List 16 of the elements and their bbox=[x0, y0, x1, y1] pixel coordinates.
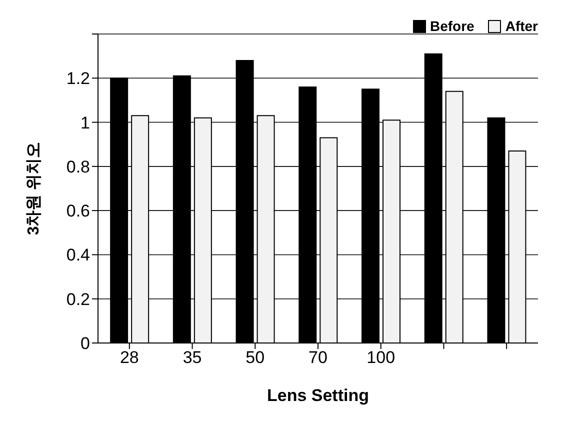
y-tick-label: 0.2 bbox=[66, 290, 90, 309]
x-tick-label: 70 bbox=[308, 348, 328, 368]
legend-label: After bbox=[505, 18, 538, 34]
y-tick-label: 1 bbox=[80, 113, 90, 132]
y-tick-label: 1.2 bbox=[66, 69, 90, 88]
y-axis-title: 3차원 위치오 bbox=[26, 142, 43, 236]
x-axis-title: Lens Setting bbox=[266, 386, 370, 405]
x-tick-label: 35 bbox=[182, 348, 202, 368]
y-tick-label: 0.6 bbox=[66, 202, 90, 221]
x-tick-label: 50 bbox=[246, 348, 265, 368]
legend-label: Before bbox=[430, 18, 474, 34]
y-tick-label: 0 bbox=[80, 334, 90, 354]
y-tick-label: 0.4 bbox=[66, 246, 90, 265]
x-tick-label: 100 bbox=[366, 348, 396, 368]
y-tick-label: 0.8 bbox=[66, 157, 90, 176]
x-tick-label: 28 bbox=[120, 348, 139, 368]
